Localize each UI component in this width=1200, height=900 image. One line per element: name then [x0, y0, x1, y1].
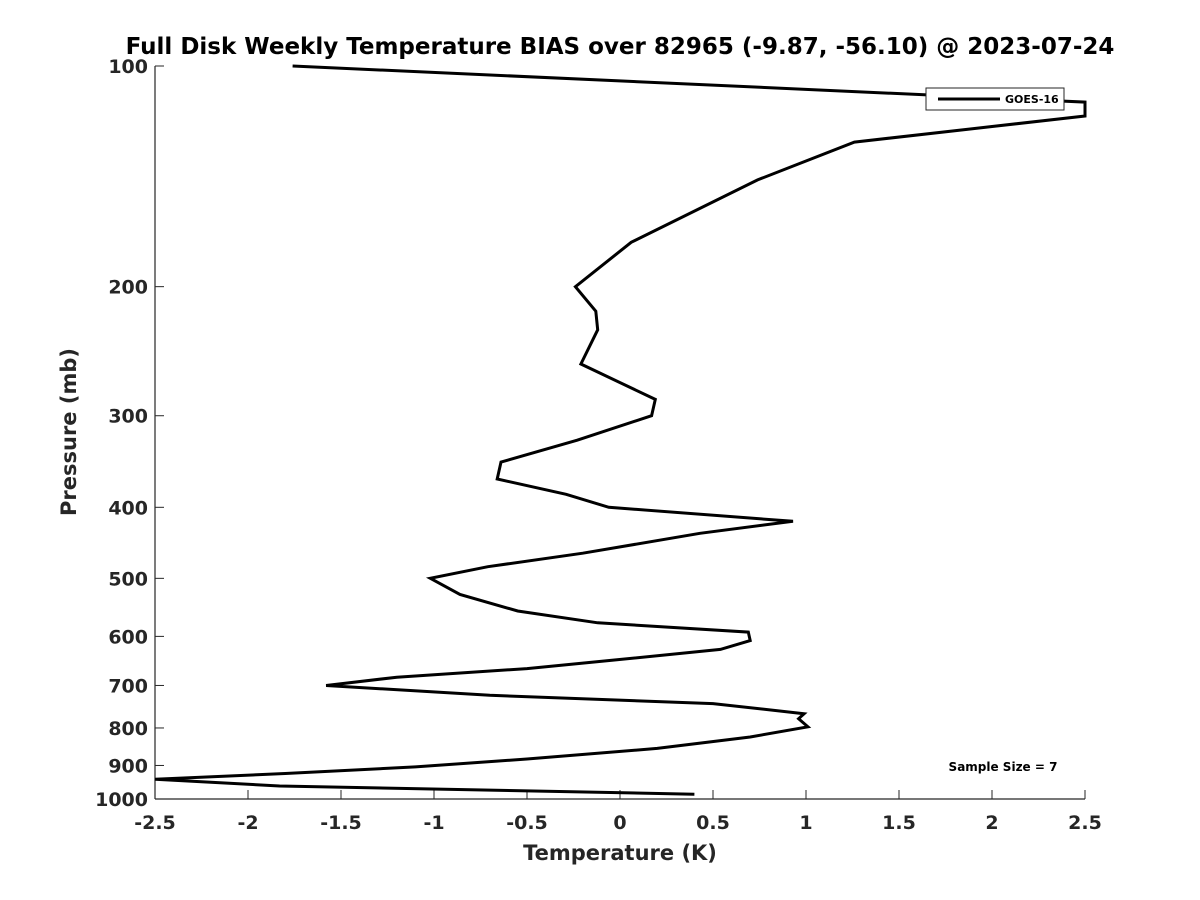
x-tick-label: 1 [799, 812, 812, 834]
y-tick-label: 200 [108, 277, 148, 299]
y-tick-label: 600 [108, 626, 148, 648]
x-tick-label: -0.5 [506, 812, 548, 834]
y-tick-label: 100 [108, 56, 148, 78]
y-tick-label: 800 [108, 718, 148, 740]
x-tick-label: 0 [613, 812, 626, 834]
y-tick-label: 500 [108, 568, 148, 590]
x-tick-label: 1.5 [882, 812, 916, 834]
chart-title: Full Disk Weekly Temperature BIAS over 8… [126, 34, 1115, 60]
x-axis-ticks: -2.5 -2 -1.5 -1 -0.5 0 0.5 1 1.5 2 2.5 [134, 790, 1102, 834]
y-tick-label: 300 [108, 406, 148, 428]
y-tick-label: 400 [108, 497, 148, 519]
series-lines [154, 64, 1087, 796]
x-tick-label: -1.5 [320, 812, 362, 834]
y-tick-label: 700 [108, 675, 148, 697]
y-tick-label: 900 [108, 755, 148, 777]
legend-entry-label: GOES-16 [1005, 93, 1059, 106]
x-axis-label: Temperature (K) [523, 841, 717, 865]
x-tick-label: 2 [985, 812, 998, 834]
x-tick-label: 0.5 [696, 812, 730, 834]
x-tick-label: 2.5 [1068, 812, 1102, 834]
y-axis-ticks: 100 200 300 400 500 600 700 800 900 1000 [95, 56, 164, 811]
series-line-goes-16 [154, 64, 1087, 796]
sample-size-annotation: Sample Size = 7 [949, 760, 1058, 774]
y-tick-label: 1000 [95, 789, 148, 811]
y-axis-label: Pressure (mb) [57, 348, 81, 516]
x-tick-label: -2 [237, 812, 258, 834]
x-tick-label: -1 [423, 812, 444, 834]
x-tick-label: -2.5 [134, 812, 176, 834]
legend: GOES-16 [925, 87, 1065, 111]
